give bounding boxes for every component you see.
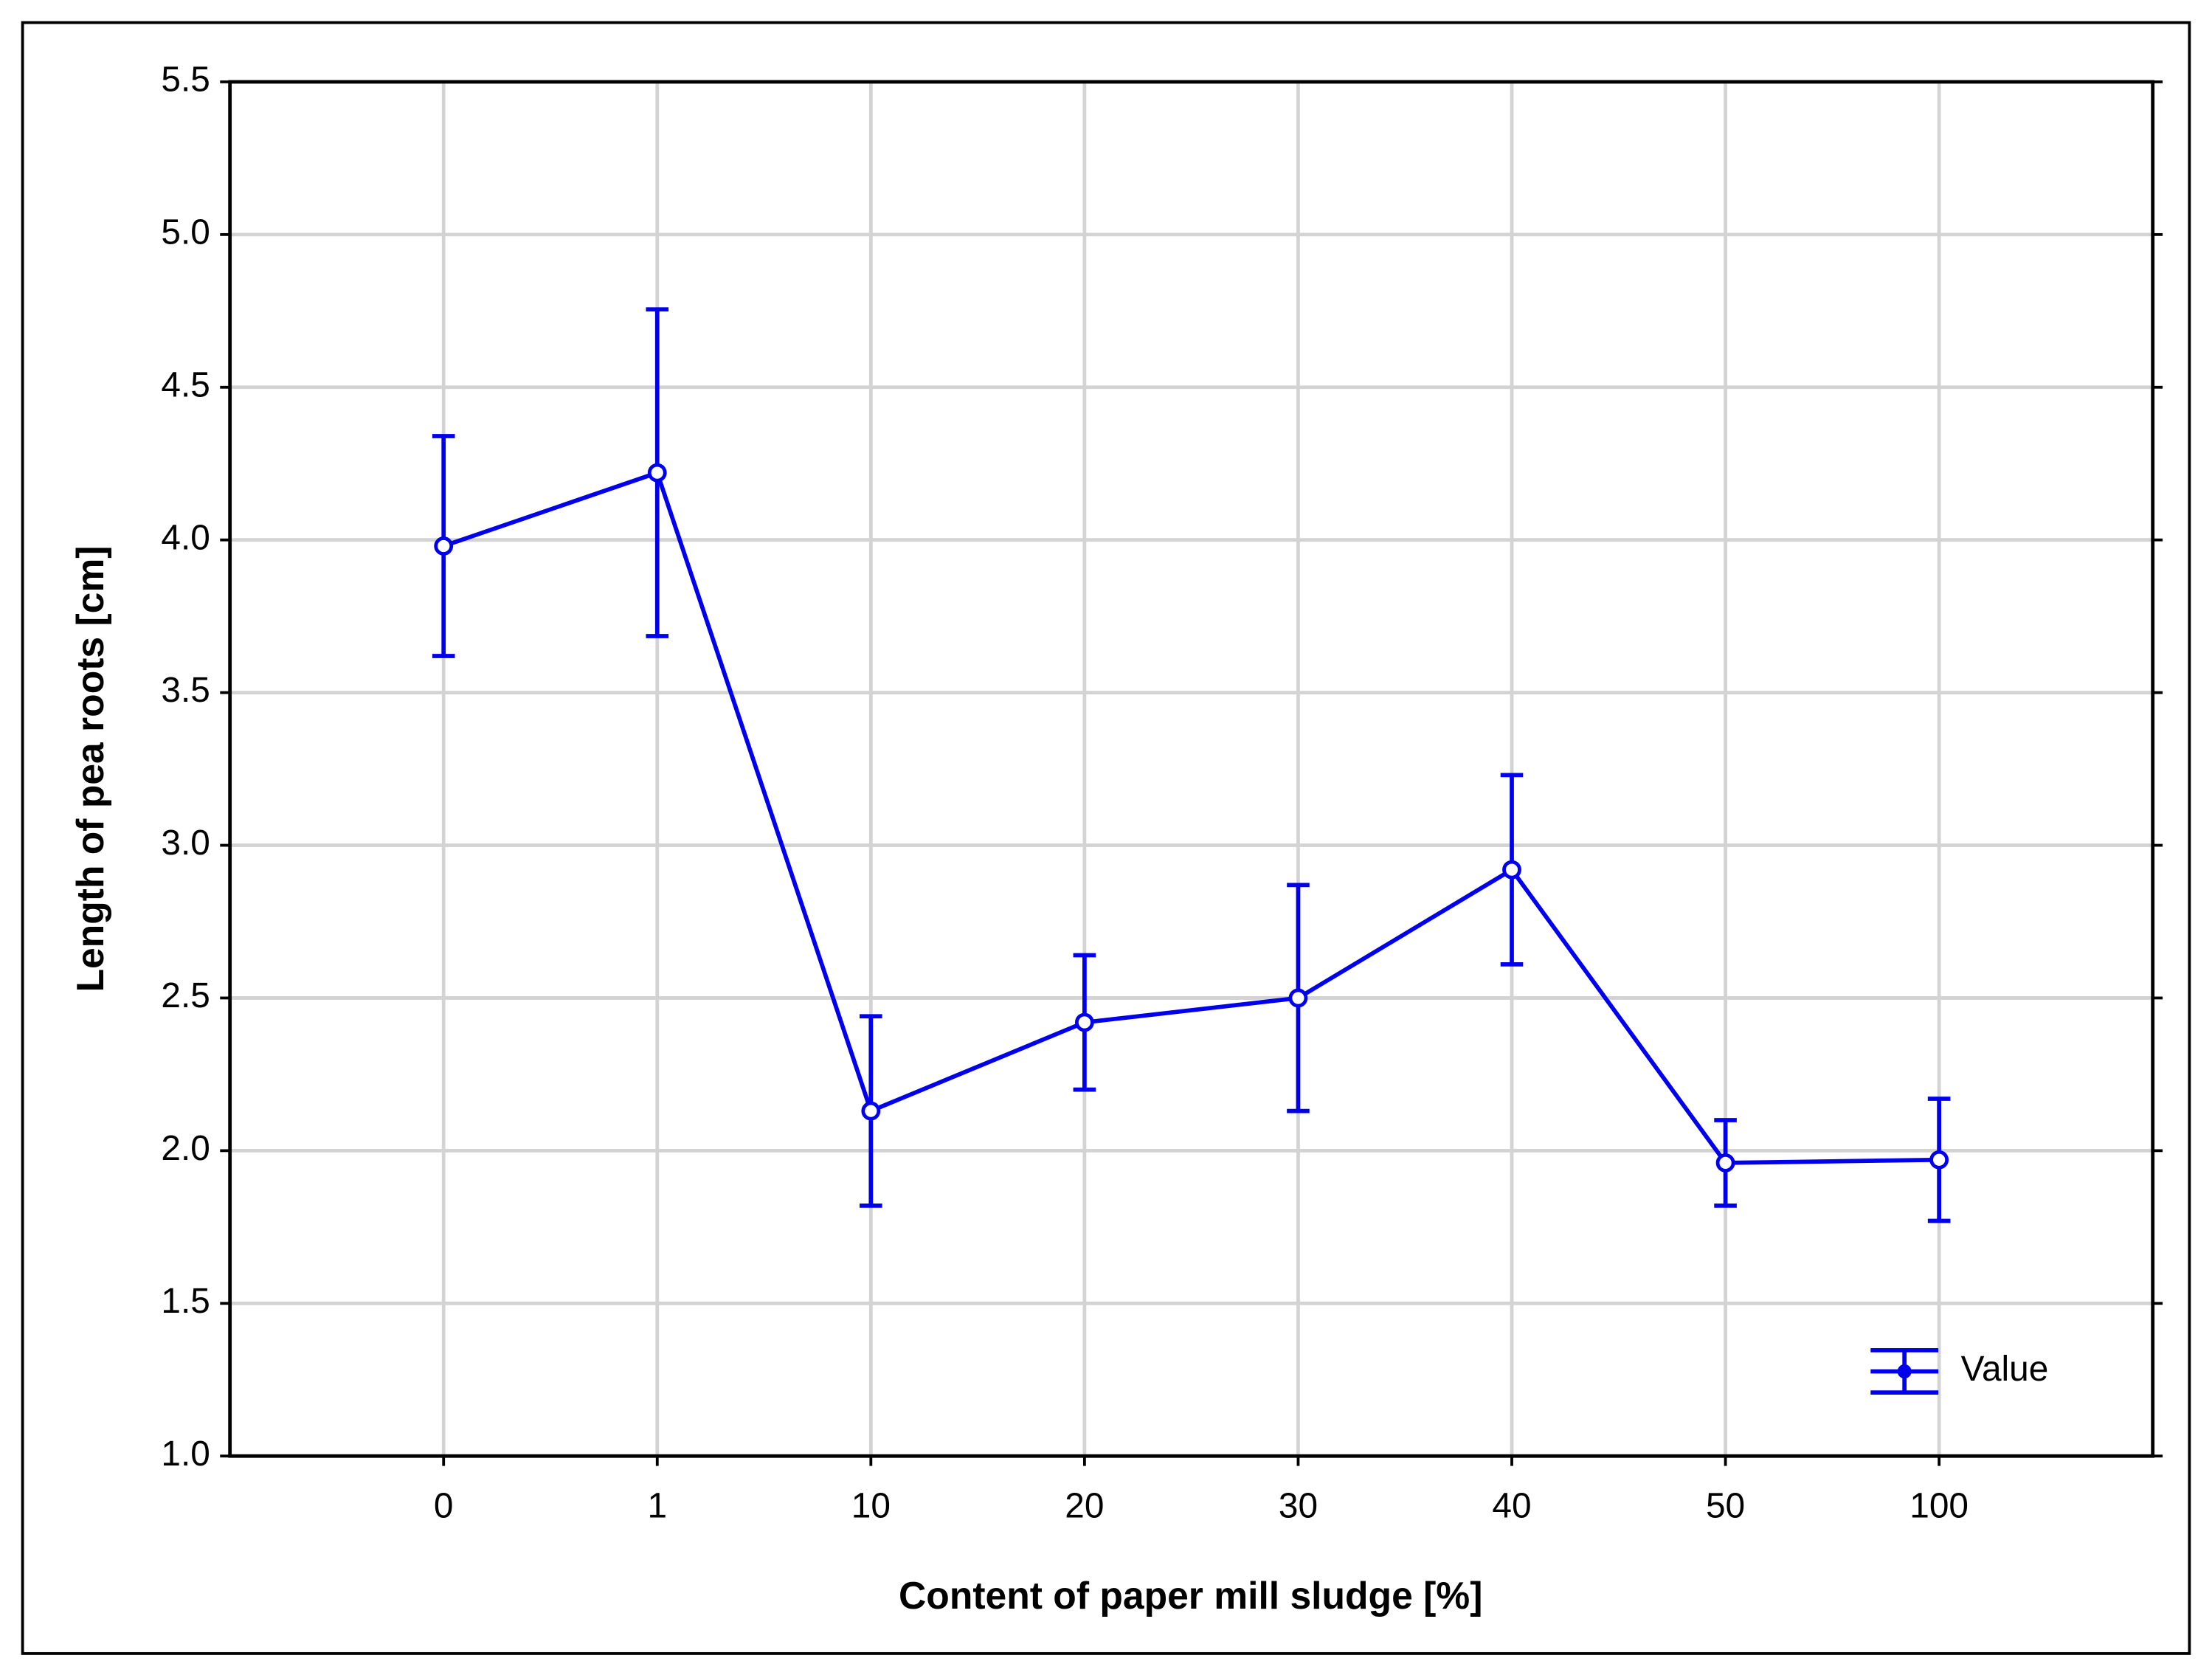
marker [1288,988,1308,1008]
x-tick-label: 40 [1492,1487,1531,1526]
legend-symbol [1897,1364,1912,1379]
marker [1074,1012,1094,1032]
y-tick-label: 1.0 [161,1434,210,1474]
x-tick-label: 30 [1279,1487,1318,1526]
legend-label: Value [1961,1350,2049,1389]
series-line [443,469,1940,1165]
y-axis-title: Length of pea roots [cm] [69,546,111,992]
y-tick-label: 3.5 [161,671,210,710]
marker [434,536,454,556]
x-tick-label: 20 [1065,1487,1104,1526]
x-tick-label: 50 [1706,1487,1745,1526]
y-tick-label: 4.0 [161,518,210,557]
marker [1715,1153,1735,1173]
y-tick-label: 2.0 [161,1129,210,1168]
y-tick-label: 3.0 [161,824,210,863]
x-tick-label: 10 [851,1487,891,1526]
marker [1502,860,1521,880]
outer-frame [21,21,2191,1655]
x-tick-label: 0 [434,1487,454,1526]
x-axis-title: Content of paper mill sludge [%] [899,1574,1482,1617]
y-tick-label: 1.5 [161,1282,210,1321]
y-tick-label: 5.0 [161,213,210,252]
x-tick-label: 100 [1909,1487,1969,1526]
y-tick-label: 5.5 [161,61,210,100]
x-tick-label: 1 [647,1487,667,1526]
y-tick-label: 4.5 [161,365,210,404]
marker [861,1101,881,1121]
marker [647,463,667,483]
marker [1929,1150,1949,1170]
plot-frame [228,80,2155,1458]
y-tick-label: 2.5 [161,976,210,1015]
